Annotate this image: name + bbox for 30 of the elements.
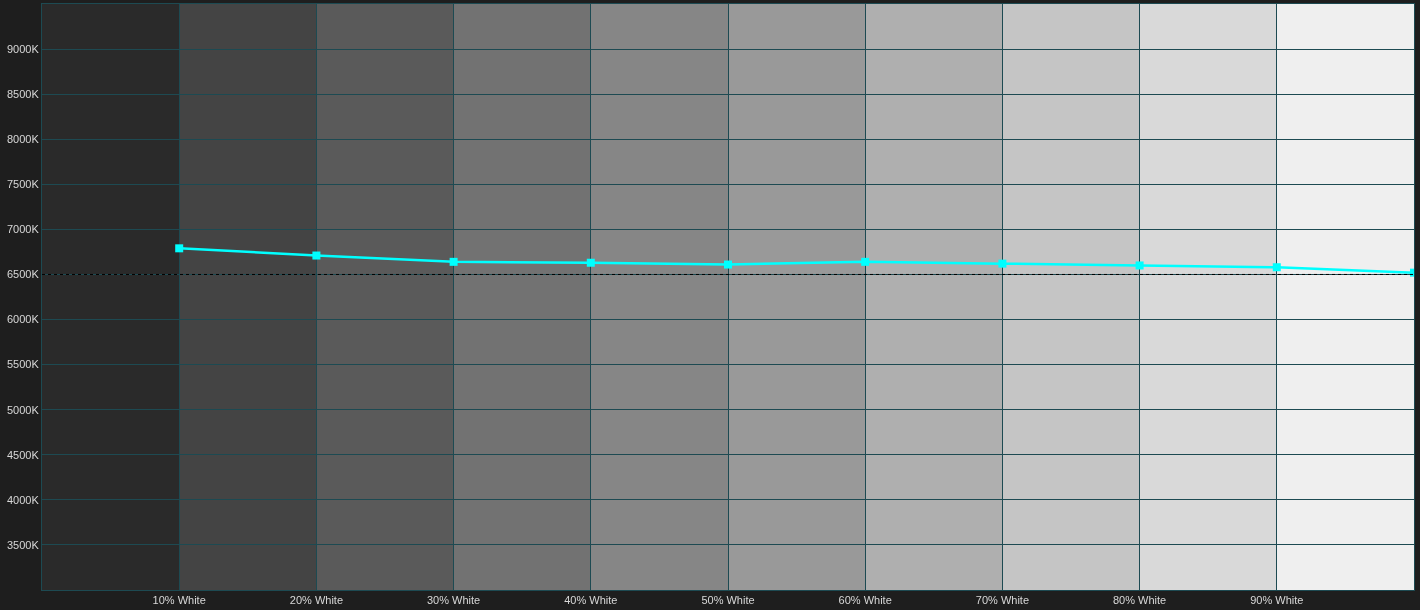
y-tick-label: 4000K <box>6 493 40 506</box>
y-tick-label: 8000K <box>6 133 40 146</box>
y-tick-label: 3500K <box>6 538 40 551</box>
y-tick-label: 6500K <box>6 268 40 281</box>
point <box>724 260 732 269</box>
point <box>312 251 321 260</box>
x-tick-label: 90% White <box>1250 594 1304 607</box>
point <box>1135 261 1144 270</box>
x-tick-label: 50% White <box>701 594 755 607</box>
point <box>998 259 1007 268</box>
x-tick-label: 30% White <box>427 594 481 607</box>
y-tick-label: 7000K <box>6 223 40 236</box>
x-tick-label: 40% White <box>564 594 618 607</box>
y-tick-label: 5000K <box>6 403 40 416</box>
point <box>1272 263 1281 272</box>
x-tick-label: 10% White <box>152 594 206 607</box>
x-tick-label: 20% White <box>289 594 343 607</box>
y-tick-label: 5500K <box>6 358 40 371</box>
point <box>861 257 870 266</box>
point <box>175 244 184 253</box>
x-tick-label: 70% White <box>975 594 1029 607</box>
y-tick-label: 4500K <box>6 448 40 461</box>
y-tick-label: 7500K <box>6 178 40 191</box>
y-tick-label: 8500K <box>6 88 40 100</box>
point <box>586 258 595 267</box>
point <box>449 257 458 266</box>
y-tick-label: 6000K <box>6 313 40 326</box>
x-tick-label: 60% White <box>838 594 892 607</box>
y-tick-label: 9000K <box>6 42 40 55</box>
x-tick-label: 80% White <box>1113 594 1167 607</box>
